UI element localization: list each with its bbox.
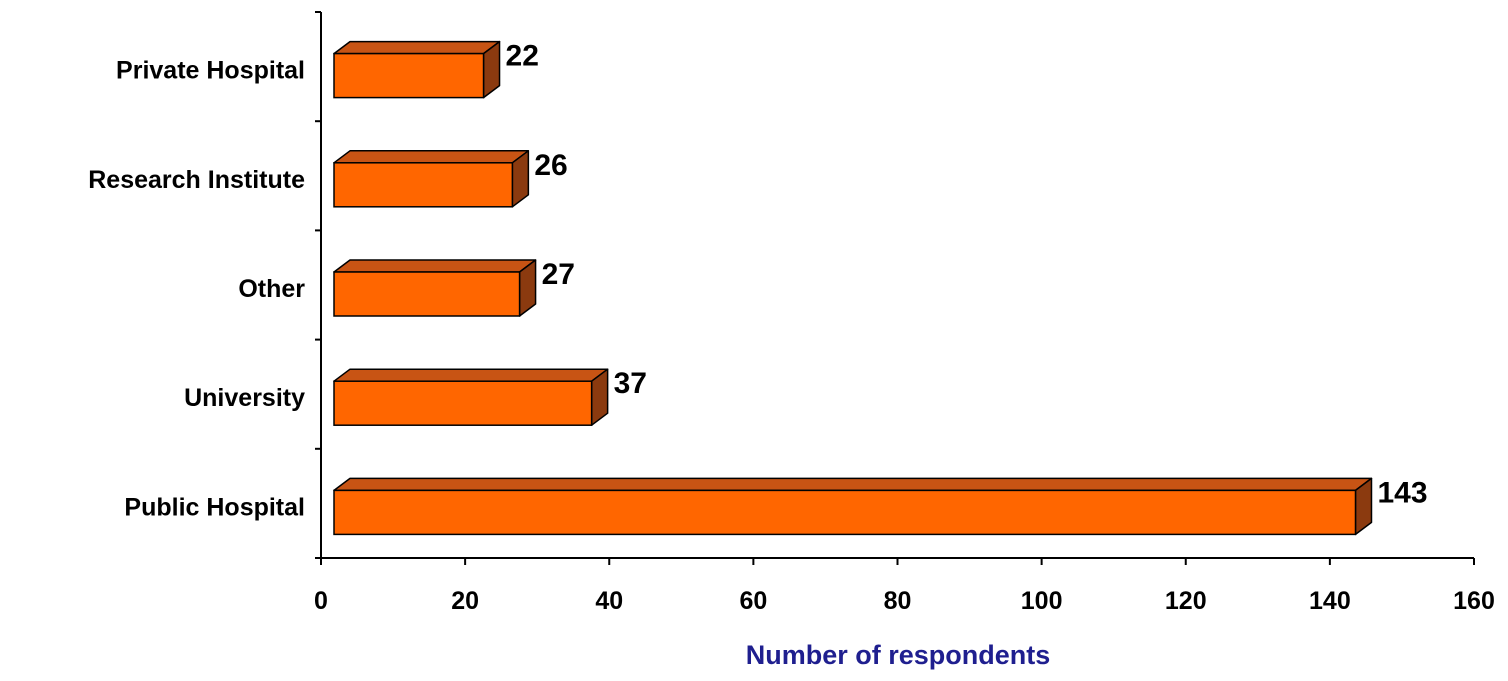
bar-2 [333, 259, 537, 317]
value-label-2: 27 [542, 258, 575, 291]
bars-layer [333, 40, 1373, 536]
bar-front-face-4 [333, 489, 1357, 536]
bar-front-face-1 [333, 162, 514, 208]
bar-front-face-3 [333, 380, 593, 426]
x-tick-label-2: 40 [595, 587, 623, 615]
category-label-0: Private Hospital [116, 57, 305, 85]
x-axis-title: Number of respondents [746, 640, 1051, 670]
labels-layer: 22 Private Hospital 26 Research Institute 27… [88, 40, 1495, 615]
value-label-0: 22 [506, 40, 539, 73]
category-label-4: Public Hospital [124, 493, 305, 521]
bar-top-face-0 [333, 40, 501, 55]
category-label-1: Research Institute [88, 166, 305, 194]
category-label-2: Other [238, 275, 305, 303]
axes-layer [315, 11, 1475, 565]
x-tick-label-0: 0 [314, 587, 328, 615]
value-label-3: 37 [614, 367, 647, 400]
bar-top-face-2 [333, 259, 537, 273]
bar-1 [333, 150, 530, 208]
bar-0 [333, 40, 501, 99]
category-label-3: University [184, 384, 305, 412]
x-tick-label-1: 20 [451, 587, 479, 615]
bar-3 [333, 368, 609, 426]
x-tick-label-7: 140 [1309, 587, 1351, 615]
value-label-1: 26 [534, 149, 567, 182]
x-tick-label-8: 160 [1453, 587, 1495, 615]
bar-4 [333, 477, 1373, 536]
bar-top-face-3 [333, 368, 609, 382]
bar-top-face-4 [333, 477, 1373, 492]
x-tick-label-5: 100 [1021, 587, 1063, 615]
x-tick-label-4: 80 [884, 587, 912, 615]
x-tick-label-6: 120 [1165, 587, 1207, 615]
bar-front-face-2 [333, 271, 521, 317]
bar-top-face-1 [333, 150, 530, 164]
x-tick-label-3: 60 [739, 587, 767, 615]
value-label-4: 143 [1377, 476, 1427, 509]
bar-front-face-0 [333, 52, 485, 99]
